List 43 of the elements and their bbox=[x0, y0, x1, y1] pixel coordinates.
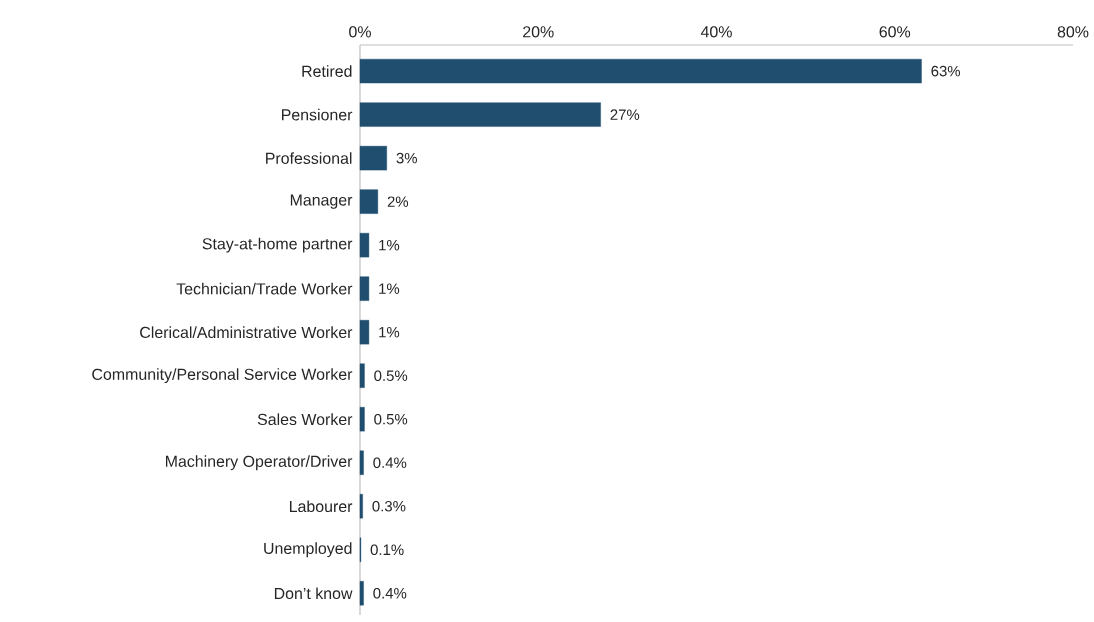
bar bbox=[359, 450, 364, 475]
y-tick-label: Unemployed bbox=[264, 542, 352, 558]
x-tick-label: 40% bbox=[700, 26, 732, 38]
x-tick-label: 60% bbox=[879, 26, 911, 38]
bar bbox=[359, 276, 370, 301]
data-label: 2% bbox=[387, 196, 409, 207]
x-tick-label: 20% bbox=[523, 26, 554, 38]
bar bbox=[359, 320, 370, 345]
y-tick-label: Machinery Operator/Driver bbox=[166, 455, 353, 471]
y-tick-label: Technician/Trade Worker bbox=[176, 282, 353, 295]
data-label: 0.3% bbox=[372, 500, 406, 512]
data-label: 0.4% bbox=[373, 457, 407, 468]
data-label: 1% bbox=[379, 283, 400, 294]
data-label: 1% bbox=[379, 239, 400, 251]
bar bbox=[359, 407, 365, 432]
y-tick-label: Retired bbox=[302, 65, 352, 77]
bar bbox=[359, 232, 370, 258]
bar bbox=[359, 145, 387, 171]
bar bbox=[359, 58, 922, 84]
y-tick-label: Don’t know bbox=[274, 587, 353, 600]
y-tick-label: Manager bbox=[290, 194, 353, 209]
data-label: 0.4% bbox=[373, 587, 407, 599]
bar bbox=[359, 102, 601, 127]
data-label: 3% bbox=[396, 152, 417, 164]
y-tick-label: Community/Personal Service Worker bbox=[92, 368, 353, 384]
data-label: 27% bbox=[610, 109, 640, 120]
data-label: 63% bbox=[931, 65, 961, 77]
y-tick-label: Labourer bbox=[289, 500, 353, 513]
bar bbox=[359, 581, 364, 606]
bar bbox=[359, 494, 363, 519]
y-tick-label: Sales Worker bbox=[257, 413, 353, 426]
data-label: 0.5% bbox=[374, 413, 408, 425]
x-tick-label: 80% bbox=[1057, 26, 1089, 38]
y-tick-label: Stay-at-home partner bbox=[202, 237, 353, 253]
bar bbox=[359, 189, 379, 214]
x-tick-label: 0% bbox=[349, 26, 371, 38]
y-tick-label: Professional bbox=[266, 152, 352, 164]
y-tick-label: Clerical/Administrative Worker bbox=[140, 326, 353, 339]
bar bbox=[359, 363, 365, 388]
data-label: 0.1% bbox=[370, 544, 404, 556]
data-label: 0.5% bbox=[374, 370, 408, 381]
data-label: 1% bbox=[379, 326, 400, 338]
y-tick-label: Pensioner bbox=[282, 108, 353, 121]
